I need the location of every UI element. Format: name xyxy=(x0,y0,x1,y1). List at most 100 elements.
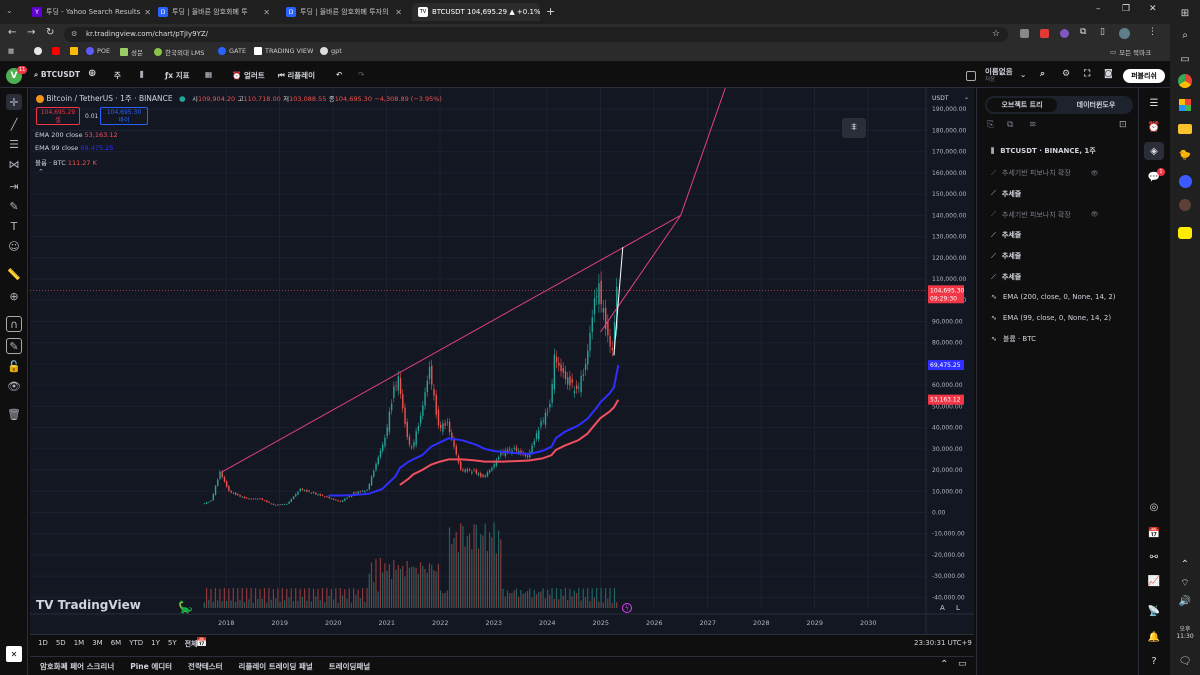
layout-checkbox[interactable] xyxy=(966,71,976,81)
horizontal-lines-icon[interactable]: ☰ xyxy=(9,137,19,151)
all-bookmarks-folder[interactable]: ▭ 모든 북마크 xyxy=(1110,47,1151,57)
candle-type-icon[interactable]: ⫼ xyxy=(140,70,144,79)
tray-chevron-icon[interactable]: ⌃ xyxy=(1180,558,1190,570)
back-icon[interactable]: ← xyxy=(8,27,17,38)
currency-label[interactable]: USDT xyxy=(932,95,949,102)
drawing-icon[interactable]: ⩨ xyxy=(842,118,866,138)
bottom-tab[interactable]: 리플레이 트레이딩 패널 xyxy=(238,662,313,671)
close-icon[interactable]: ✕ xyxy=(395,7,402,17)
task-view-icon[interactable]: ▭ xyxy=(1180,53,1190,65)
object-tree-item[interactable]: ⟋ 추세줄 xyxy=(991,230,1021,240)
bookmark-poe[interactable]: POE xyxy=(86,47,110,55)
timeframe-6M[interactable]: 6M xyxy=(110,639,122,647)
auto-scale-button[interactable]: A xyxy=(940,604,945,612)
trash-icon[interactable]: 🗑 xyxy=(7,407,21,421)
undo-icon[interactable]: ↶ xyxy=(336,70,343,79)
pattern-tool-icon[interactable]: ⋈ xyxy=(8,157,20,171)
ema200-legend[interactable]: EMA 200 close 53,163.12 xyxy=(35,131,118,139)
chevron-up-icon[interactable]: ⌃ xyxy=(940,659,949,670)
clock[interactable]: 23:30:31 UTC+9 xyxy=(914,639,972,647)
indicators-button[interactable]: ƒx 지표 xyxy=(165,70,190,81)
browser-tab-active[interactable]: TV BTCUSDT 104,695.29 ▲ +0.1% ✕ xyxy=(412,3,540,21)
extension-icon[interactable] xyxy=(1060,29,1069,38)
chart-pane[interactable]: -40,000.00 -30,000.00 -20,000.00 -10,000.00… xyxy=(30,88,974,634)
snapshot-icon[interactable]: ◙ xyxy=(1104,69,1113,79)
ema99-legend[interactable]: EMA 99 close 69,475.25 xyxy=(35,144,113,152)
interval-button[interactable]: 주 xyxy=(114,71,121,80)
bookmark-chrome[interactable] xyxy=(34,47,42,55)
system-clock[interactable]: 오후 11:30 xyxy=(1176,626,1194,640)
object-tree-toggle-icon[interactable]: ✕ xyxy=(6,646,22,662)
bookmark-youtube[interactable] xyxy=(52,47,60,55)
tab-search-icon[interactable]: ⌄ xyxy=(6,6,13,15)
symbol-title[interactable]: Bitcoin / TetherUS · 1주 · BINANCE xyxy=(46,94,173,103)
site-info-icon[interactable]: ⚙ xyxy=(71,30,78,38)
price-chart-svg[interactable]: -40,000.00 -30,000.00 -20,000.00 -10,000.00… xyxy=(30,88,974,634)
object-tree-item[interactable]: ⟋ 추세기반 피보나치 확장 👁 xyxy=(991,168,1098,178)
chat-icon[interactable]: 💬 xyxy=(1147,171,1161,183)
bookmark-star-icon[interactable]: ☆ xyxy=(991,29,1000,39)
log-scale-button[interactable]: L xyxy=(956,604,960,612)
flash-icon[interactable]: ϟ xyxy=(622,603,632,613)
photos-icon[interactable] xyxy=(1175,96,1195,114)
magnet-icon[interactable]: ∩ xyxy=(6,316,22,332)
object-tree-item[interactable]: ⟋ 추세줄 xyxy=(991,189,1021,199)
maximize-panel-icon[interactable]: ▭ xyxy=(958,659,967,669)
trend-line-tool-icon[interactable]: ╱ xyxy=(10,117,18,131)
bottom-tab[interactable]: 암호화폐 페어 스크리너 xyxy=(40,662,115,671)
alert-button[interactable]: ⏰ 얼러트 xyxy=(232,70,265,81)
search-icon[interactable]: ⌕ xyxy=(1182,29,1188,41)
settings-icon[interactable]: ⚙ xyxy=(1062,69,1071,79)
tab-data-window[interactable]: 데이터윈도우 xyxy=(1076,101,1116,109)
timeframe-3M[interactable]: 3M xyxy=(92,639,103,647)
help-icon[interactable]: ? xyxy=(1151,655,1157,667)
sell-button[interactable]: 104,695.29 셀 xyxy=(36,107,80,125)
hidden-eye-icon[interactable]: 👁 xyxy=(1090,169,1099,177)
profile-avatar[interactable] xyxy=(1119,28,1130,39)
bookmark-drive[interactable] xyxy=(70,47,78,55)
extension-icon[interactable]: ⧉ xyxy=(1080,27,1087,37)
quick-search-icon[interactable]: ⌕ xyxy=(1040,69,1046,79)
timeframe-5D[interactable]: 5D xyxy=(55,639,66,647)
kakaotalk-icon[interactable] xyxy=(1175,224,1195,242)
layout-name[interactable]: 이름없음 저장 xyxy=(985,67,1013,85)
close-icon[interactable]: ✕ xyxy=(144,7,150,17)
timeframe-5Y[interactable]: 5Y xyxy=(167,639,177,647)
lock-icon[interactable]: 🔓 xyxy=(7,359,21,373)
visibility-icon[interactable]: 👁 xyxy=(7,379,21,393)
timeframe-YTD[interactable]: YTD xyxy=(129,639,144,647)
new-tab-icon[interactable]: + xyxy=(546,5,556,18)
browser-tab[interactable]: D 투딩 | 올바른 암호화폐 투자의 ✕ xyxy=(280,3,408,21)
close-icon[interactable]: ✕ xyxy=(263,7,270,17)
close-window-icon[interactable]: ✕ xyxy=(1149,4,1157,14)
chevron-down-icon[interactable]: ⌄ xyxy=(1020,70,1027,79)
reload-icon[interactable]: ↻ xyxy=(46,27,55,38)
wifi-icon[interactable]: ⌔ xyxy=(1180,577,1190,589)
alerts-icon[interactable]: ⏰ xyxy=(1147,121,1161,133)
sidebar-icon[interactable]: ▯ xyxy=(1100,27,1105,37)
brush-icon[interactable]: ✎ xyxy=(9,199,19,213)
crosshair-icon[interactable]: ✛ xyxy=(6,94,22,110)
select-all-icon[interactable]: ⊡ xyxy=(1119,120,1127,130)
bookmark-tradingview[interactable]: TRADING VIEW xyxy=(254,47,313,55)
messenger-icon[interactable] xyxy=(1175,172,1195,190)
apps-icon[interactable]: ▦ xyxy=(8,47,15,55)
timeframe-1D[interactable]: 1D xyxy=(38,639,48,647)
bottom-tab[interactable]: 전략테스터 xyxy=(188,662,223,671)
redo-icon[interactable]: ↷ xyxy=(358,70,365,79)
emoji-icon[interactable]: ☺ xyxy=(8,239,20,253)
network-icon[interactable]: ⚯ xyxy=(1149,551,1159,563)
bottom-tab[interactable]: Pine 에디터 xyxy=(130,662,173,671)
compare-symbol-icon[interactable]: ⊕ xyxy=(88,68,97,79)
notification-center-icon[interactable]: 🗨 xyxy=(1178,655,1192,667)
volume-icon[interactable]: 🔊 xyxy=(1178,595,1192,607)
chart-icon[interactable]: 📈 xyxy=(1147,575,1161,587)
bell-icon[interactable]: 🔔 xyxy=(1147,631,1161,643)
bookmark-lms[interactable]: 한국외대 LMS xyxy=(154,47,204,57)
timeframe-전체[interactable]: 전체 xyxy=(184,640,198,648)
watchlist-icon[interactable]: ☰ xyxy=(1149,97,1159,109)
ruler-icon[interactable]: 📏 xyxy=(7,267,21,281)
tab-object-tree[interactable]: 오브젝트 트리 xyxy=(987,98,1057,112)
object-tree-icon[interactable]: ◈ xyxy=(1144,142,1164,160)
object-tree-item[interactable]: ∿ 볼륨 · BTC xyxy=(991,334,1036,344)
